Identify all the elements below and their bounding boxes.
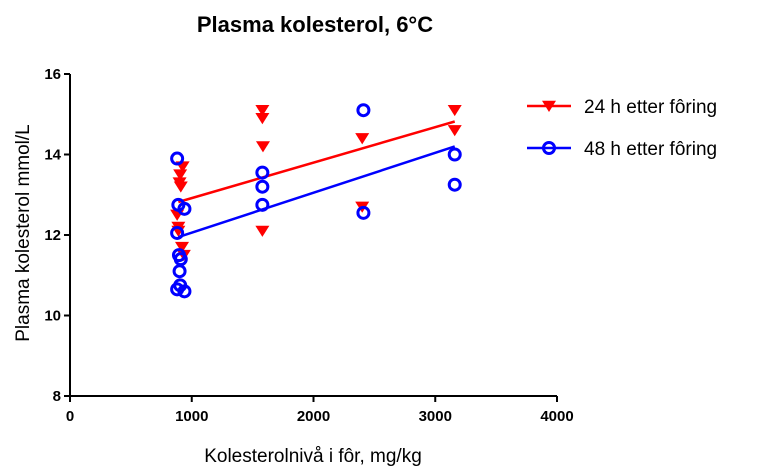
legend-marker-circle <box>542 141 556 155</box>
y-tick-label: 12 <box>44 227 61 244</box>
x-tick-label: 0 <box>66 408 74 425</box>
data-point-triangle <box>355 133 370 145</box>
legend-marker-triangle <box>542 100 556 112</box>
y-tick-label: 16 <box>44 66 61 83</box>
data-point-triangle <box>255 113 270 125</box>
y-axis-label: Plasma kolesterol mmol/L <box>13 124 34 342</box>
data-point-circle <box>170 225 185 240</box>
data-point-circle <box>172 264 187 279</box>
y-axis-ticks: 8 10 12 14 16 <box>44 66 70 405</box>
data-point-triangle <box>173 169 188 181</box>
data-point-circle <box>447 177 462 192</box>
x-tick-label: 2000 <box>297 408 330 425</box>
data-point-circle <box>255 165 270 180</box>
data-point-triangle <box>255 225 270 237</box>
x-tick-label: 1000 <box>175 408 208 425</box>
data-point-circle <box>356 103 371 118</box>
x-tick-label: 4000 <box>540 408 573 425</box>
legend-label-2: 48 h etter fôring <box>584 139 717 160</box>
plot-area <box>170 103 462 299</box>
chart-title: Plasma kolesterol, 6°C <box>197 12 433 37</box>
series-2 <box>170 103 462 299</box>
data-point-circle <box>170 151 185 166</box>
data-point-triangle <box>173 181 188 193</box>
data-point-triangle <box>447 125 462 137</box>
legend-label-1: 24 h etter fôring <box>584 97 717 118</box>
data-point-circle <box>447 147 462 162</box>
data-point-triangle <box>447 104 462 117</box>
data-point-circle <box>177 284 192 299</box>
data-point-circle <box>255 179 270 194</box>
x-tick-label: 3000 <box>419 408 452 425</box>
data-point-circle <box>356 205 371 220</box>
legend: 24 h etter fôring 48 h etter fôring <box>527 97 717 160</box>
series-1 <box>170 104 462 262</box>
data-point-triangle <box>255 141 270 153</box>
x-axis-label: Kolesterolnivå i fôr, mg/kg <box>204 446 422 467</box>
x-axis-ticks: 0 1000 2000 3000 4000 <box>66 396 574 425</box>
data-point-circle <box>177 201 192 216</box>
y-tick-label: 10 <box>44 308 61 325</box>
y-tick-label: 14 <box>44 147 61 164</box>
data-point-circle <box>255 197 270 212</box>
data-point-triangle <box>255 104 270 117</box>
data-point-triangle <box>175 241 190 254</box>
fit-line-series-1 <box>178 120 456 204</box>
fit-line-series-2 <box>177 145 456 239</box>
y-tick-label: 8 <box>53 388 61 405</box>
